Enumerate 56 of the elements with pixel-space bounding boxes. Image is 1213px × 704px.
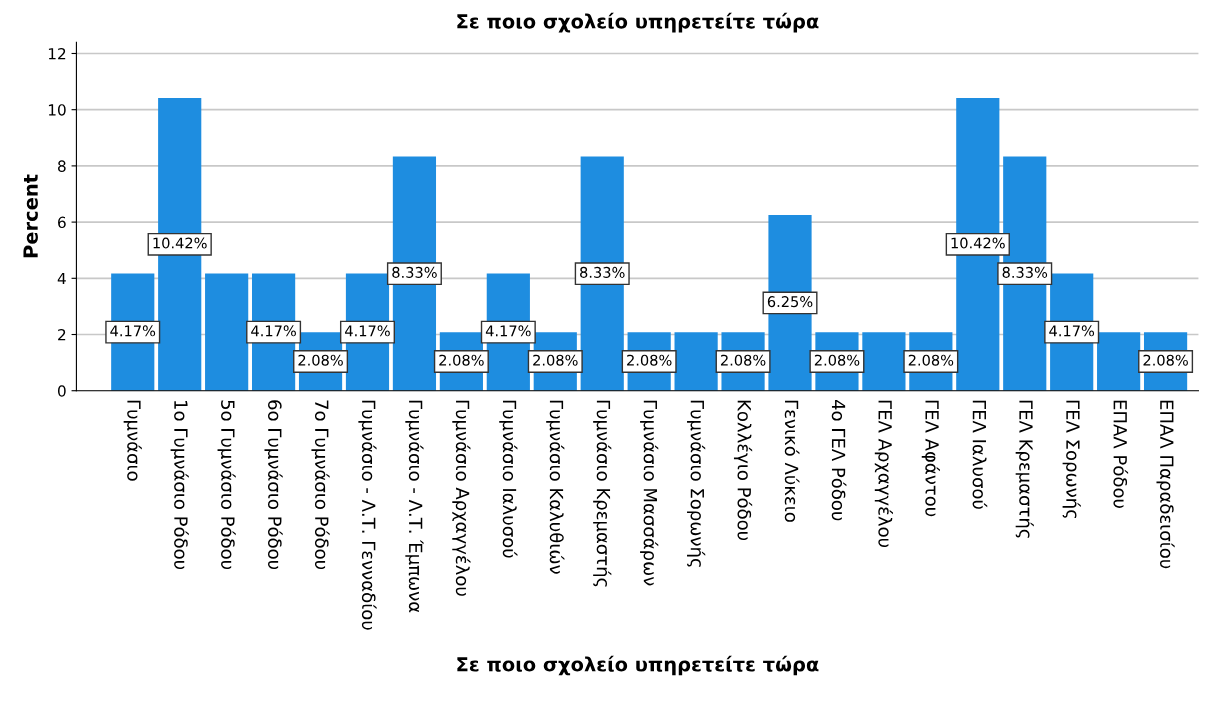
x-tick-label: 4ο ΓΕΛ Ρόδου — [831, 399, 847, 521]
x-tick-label: ΕΠΑΛ Ρόδου — [1113, 400, 1129, 508]
y-tick-label: 6 — [58, 216, 66, 229]
x-tick-label: ΓΕΛ Ιαλυσού — [972, 400, 988, 509]
data-label: 6.25% — [767, 296, 813, 308]
data-label: 8.33% — [392, 266, 437, 278]
x-tick-label: ΕΠΑΛ Παραδεισίου — [1156, 400, 1175, 569]
data-label: 2.08% — [439, 354, 484, 366]
data-label: 8.33% — [580, 266, 625, 278]
data-label: 10.42% — [153, 237, 207, 249]
data-label: 8.33% — [1002, 266, 1048, 278]
bar — [1097, 332, 1141, 391]
data-label: 2.08% — [1143, 354, 1188, 366]
x-tick-label: ΓΕΛ Σορωνής — [1062, 400, 1081, 518]
y-tick-label: 10 — [48, 104, 66, 116]
data-label: 4.17% — [345, 325, 390, 337]
x-tick-label: Γυμνάσιο Κρεμαστής — [593, 400, 612, 587]
x-tick-label: Γυμνάσιο - Λ.Τ. Γενναδίου — [358, 400, 377, 630]
x-tick-label: 6ο Γυμνάσιο Ρόδου — [264, 400, 283, 570]
y-tick-label: 0 — [57, 385, 66, 397]
x-tick-label: Γυμνάσιο - Λ.Τ. Έμπωνα — [405, 400, 424, 613]
y-axis-title: Percent — [23, 174, 38, 258]
data-label: 2.08% — [298, 354, 343, 366]
x-tick-label: 1ο Γυμνάσιο Ρόδου — [170, 401, 189, 570]
x-tick-label: ΓΕΛ Αρχαγγέλου — [874, 400, 893, 548]
x-tick-label: ΓΕΛ Κρεμαστής — [1015, 400, 1034, 538]
y-tick-label: 2 — [58, 328, 66, 341]
data-label: 2.08% — [720, 354, 766, 366]
x-tick-label: Γυμνάσιο Μασσάρων — [640, 400, 659, 586]
x-tick-label: Γενικό Λύκειο — [784, 400, 800, 522]
x-tick-label: Γυμνάσιο Καλυθιών — [546, 400, 565, 574]
bar — [205, 273, 249, 391]
bar — [862, 332, 906, 391]
y-tick-label: 8 — [58, 160, 66, 172]
x-tick-label: ΓΕΛ Αφάντου — [921, 400, 940, 517]
x-tick-label: Κολλέγιο Ρόδου — [733, 400, 753, 541]
data-label: 4.17% — [1049, 325, 1095, 337]
data-label: 10.42% — [951, 237, 1005, 249]
data-label: 2.08% — [908, 354, 954, 366]
x-tick-label: Γυμνάσιο Σορωνής — [687, 400, 706, 567]
data-label: 2.08% — [533, 354, 578, 366]
data-label: 2.08% — [814, 354, 860, 366]
x-axis-title: Σε ποιο σχολείο υπηρετείτε τώρα — [457, 655, 819, 676]
x-tick-label: Γυμνάσιο Ιαλυσού — [499, 400, 518, 558]
data-label: 2.08% — [627, 354, 672, 366]
data-label: 4.17% — [485, 325, 531, 337]
x-tick-label: 7ο Γυμνάσιο Ρόδου — [311, 400, 330, 570]
x-tick-label: Γυμνάσιο Αρχαγγέλου — [452, 400, 471, 596]
x-tick-label: Γυμνάσιο — [123, 400, 142, 481]
data-label: 4.17% — [110, 325, 156, 337]
x-tick-label: 5ο Γυμνάσιο Ρόδου — [217, 400, 236, 570]
bar — [674, 332, 718, 391]
y-tick-label: 12 — [48, 47, 66, 60]
data-label: 4.17% — [251, 325, 296, 337]
y-tick-label: 4 — [57, 272, 66, 285]
chart-title: Σε ποιο σχολείο υπηρετείτε τώρα — [457, 12, 819, 33]
